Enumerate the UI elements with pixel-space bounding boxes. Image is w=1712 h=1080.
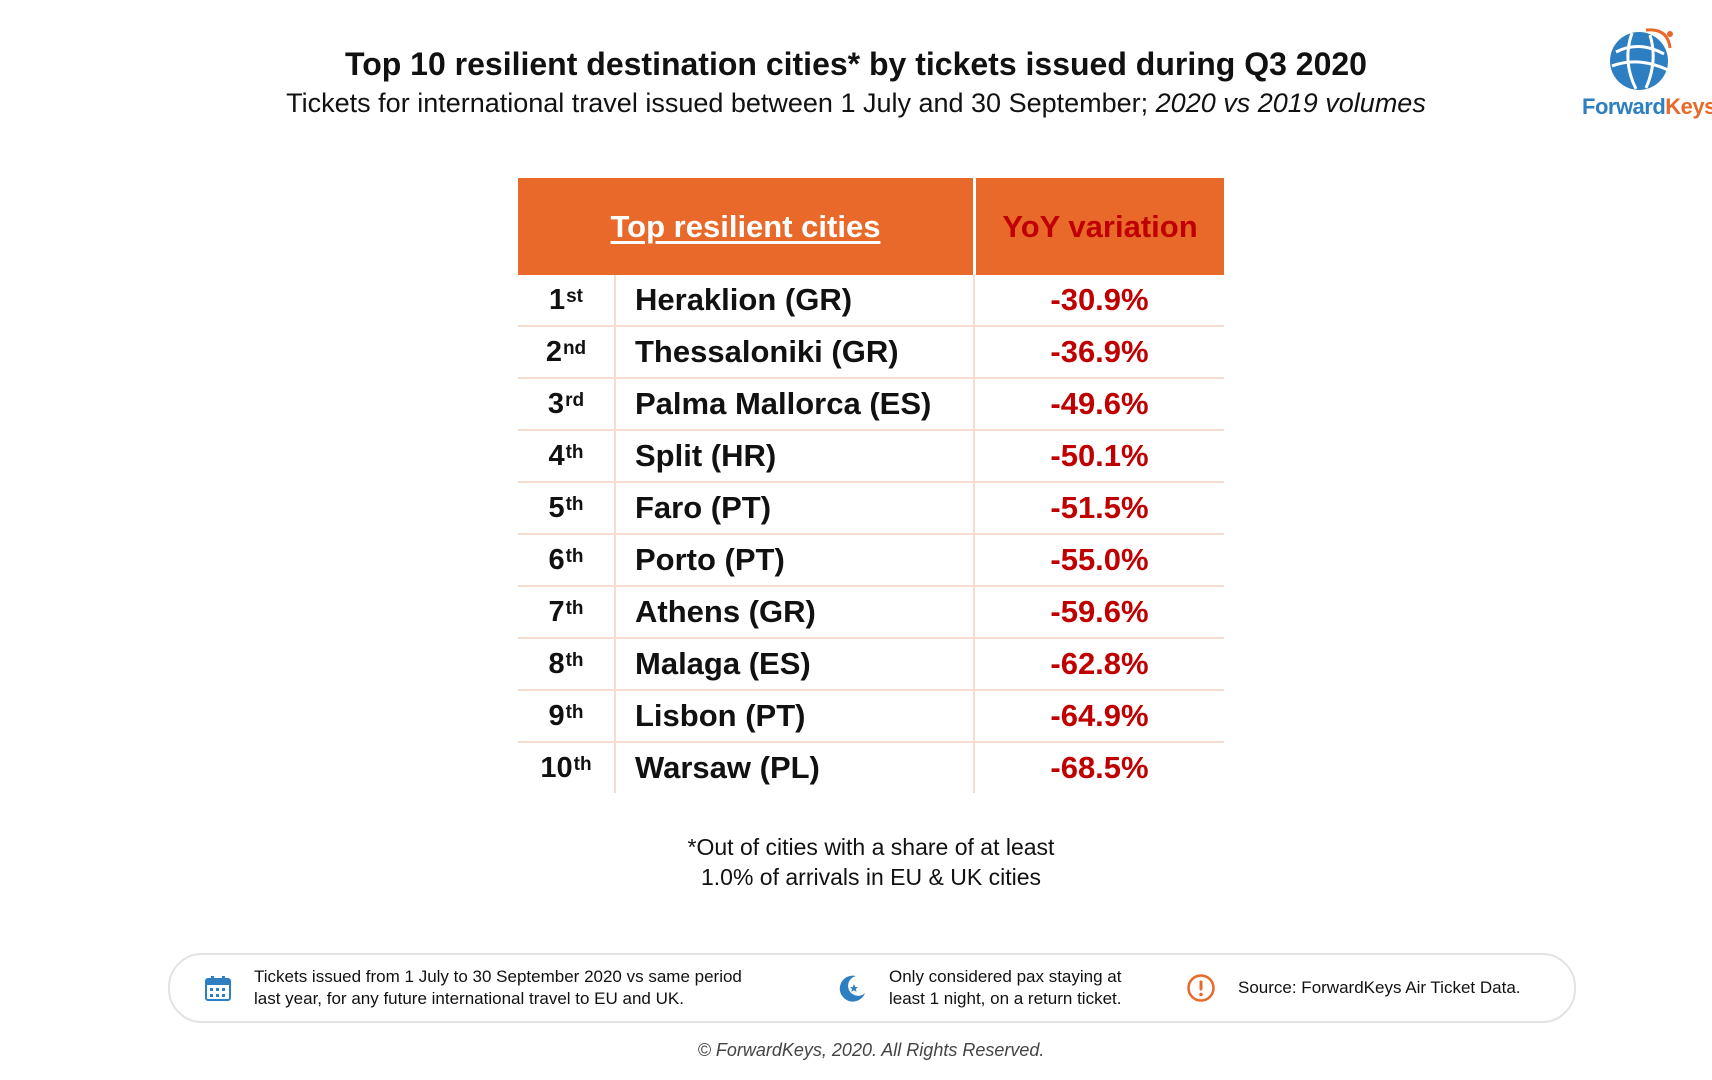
rank-suffix: th [565,441,584,463]
info-box: Tickets issued from 1 July to 30 Septemb… [168,953,1576,1023]
yoy-cell: -50.1% [1050,438,1149,473]
rank-number: 5 [548,491,565,524]
copyright: © ForwardKeys, 2020. All Rights Reserved… [697,1040,1045,1060]
info-period-line2: last year, for any future international … [254,989,684,1008]
rank-number: 6 [548,543,565,576]
rank-number: 7 [548,595,565,628]
yoy-cell: -30.9% [1050,282,1149,317]
rank-number: 8 [548,647,565,680]
yoy-cell: -62.8% [1050,646,1149,681]
forwardkeys-logo: ForwardKeys [1582,26,1712,126]
info-stay-line2: least 1 night, on a return ticket. [889,989,1122,1008]
city-cell: Lisbon (PT) [616,691,975,741]
subtitle-main: Tickets for international travel issued … [286,88,1156,118]
footnote-line1: *Out of cities with a share of at least [687,834,1055,860]
rank-suffix: th [565,701,584,723]
city-cell: Porto (PT) [616,535,975,585]
info-item-period: Tickets issued from 1 July to 30 Septemb… [204,955,804,1021]
rank-suffix: st [566,285,584,307]
rank-suffix: nd [562,337,587,359]
rank-number: 10 [540,751,573,784]
yoy-cell: -49.6% [1050,386,1149,421]
rank-suffix: th [573,753,592,775]
header-cities: Top resilient cities [518,178,976,275]
rank-number: 1 [548,283,566,316]
yoy-cell: -55.0% [1050,542,1149,577]
header-yoy: YoY variation [1002,208,1198,244]
rank-suffix: th [565,493,584,515]
info-period-line1: Tickets issued from 1 July to 30 Septemb… [254,967,742,986]
city-cell: Thessaloniki (GR) [616,327,975,377]
city-cell: Malaga (ES) [616,639,975,689]
city-cell: Heraklion (GR) [616,275,975,325]
rank-number: 4 [548,439,565,472]
table-header: Top resilient cities YoY variation [518,178,1224,275]
chart-subtitle: Tickets for international travel issued … [0,88,1712,119]
rank-number: 3 [547,387,565,420]
city-cell: Faro (PT) [616,483,975,533]
alert-icon [1187,974,1215,1002]
rank-number: 2 [545,335,562,368]
footnote-line2: 1.0% of arrivals in EU & UK cities [700,864,1041,890]
info-stay-line1: Only considered pax staying at [889,967,1122,986]
rank-suffix: th [565,649,584,671]
city-cell: Palma Mallorca (ES) [616,379,975,429]
rank-suffix: rd [565,389,585,411]
city-cell: Split (HR) [616,431,975,481]
yoy-cell: -51.5% [1050,490,1149,525]
rank-suffix: th [565,545,584,567]
logo-text-forward: Forward [1582,94,1666,119]
chart-title: Top 10 resilient destination cities* by … [345,46,1367,82]
moon-icon [839,975,865,1002]
calendar-icon [205,976,231,1001]
city-cell: Warsaw (PL) [616,743,975,793]
yoy-cell: -59.6% [1050,594,1149,629]
info-source-text: Source: ForwardKeys Air Ticket Data. [1238,978,1521,997]
info-item-source: Source: ForwardKeys Air Ticket Data. [1186,955,1566,1021]
rank-number: 9 [548,699,565,732]
footnote: *Out of cities with a share of at least … [0,832,1712,892]
rank-suffix: th [565,597,584,619]
yoy-cell: -68.5% [1050,750,1149,785]
globe-icon [1610,28,1673,90]
yoy-cell: -36.9% [1050,334,1149,369]
yoy-cell: -64.9% [1050,698,1149,733]
subtitle-italic: 2020 vs 2019 volumes [1155,88,1426,118]
logo-text-keys: Keys [1665,94,1712,119]
city-cell: Athens (GR) [616,587,975,637]
info-item-stay: Only considered pax staying at least 1 n… [837,955,1167,1021]
